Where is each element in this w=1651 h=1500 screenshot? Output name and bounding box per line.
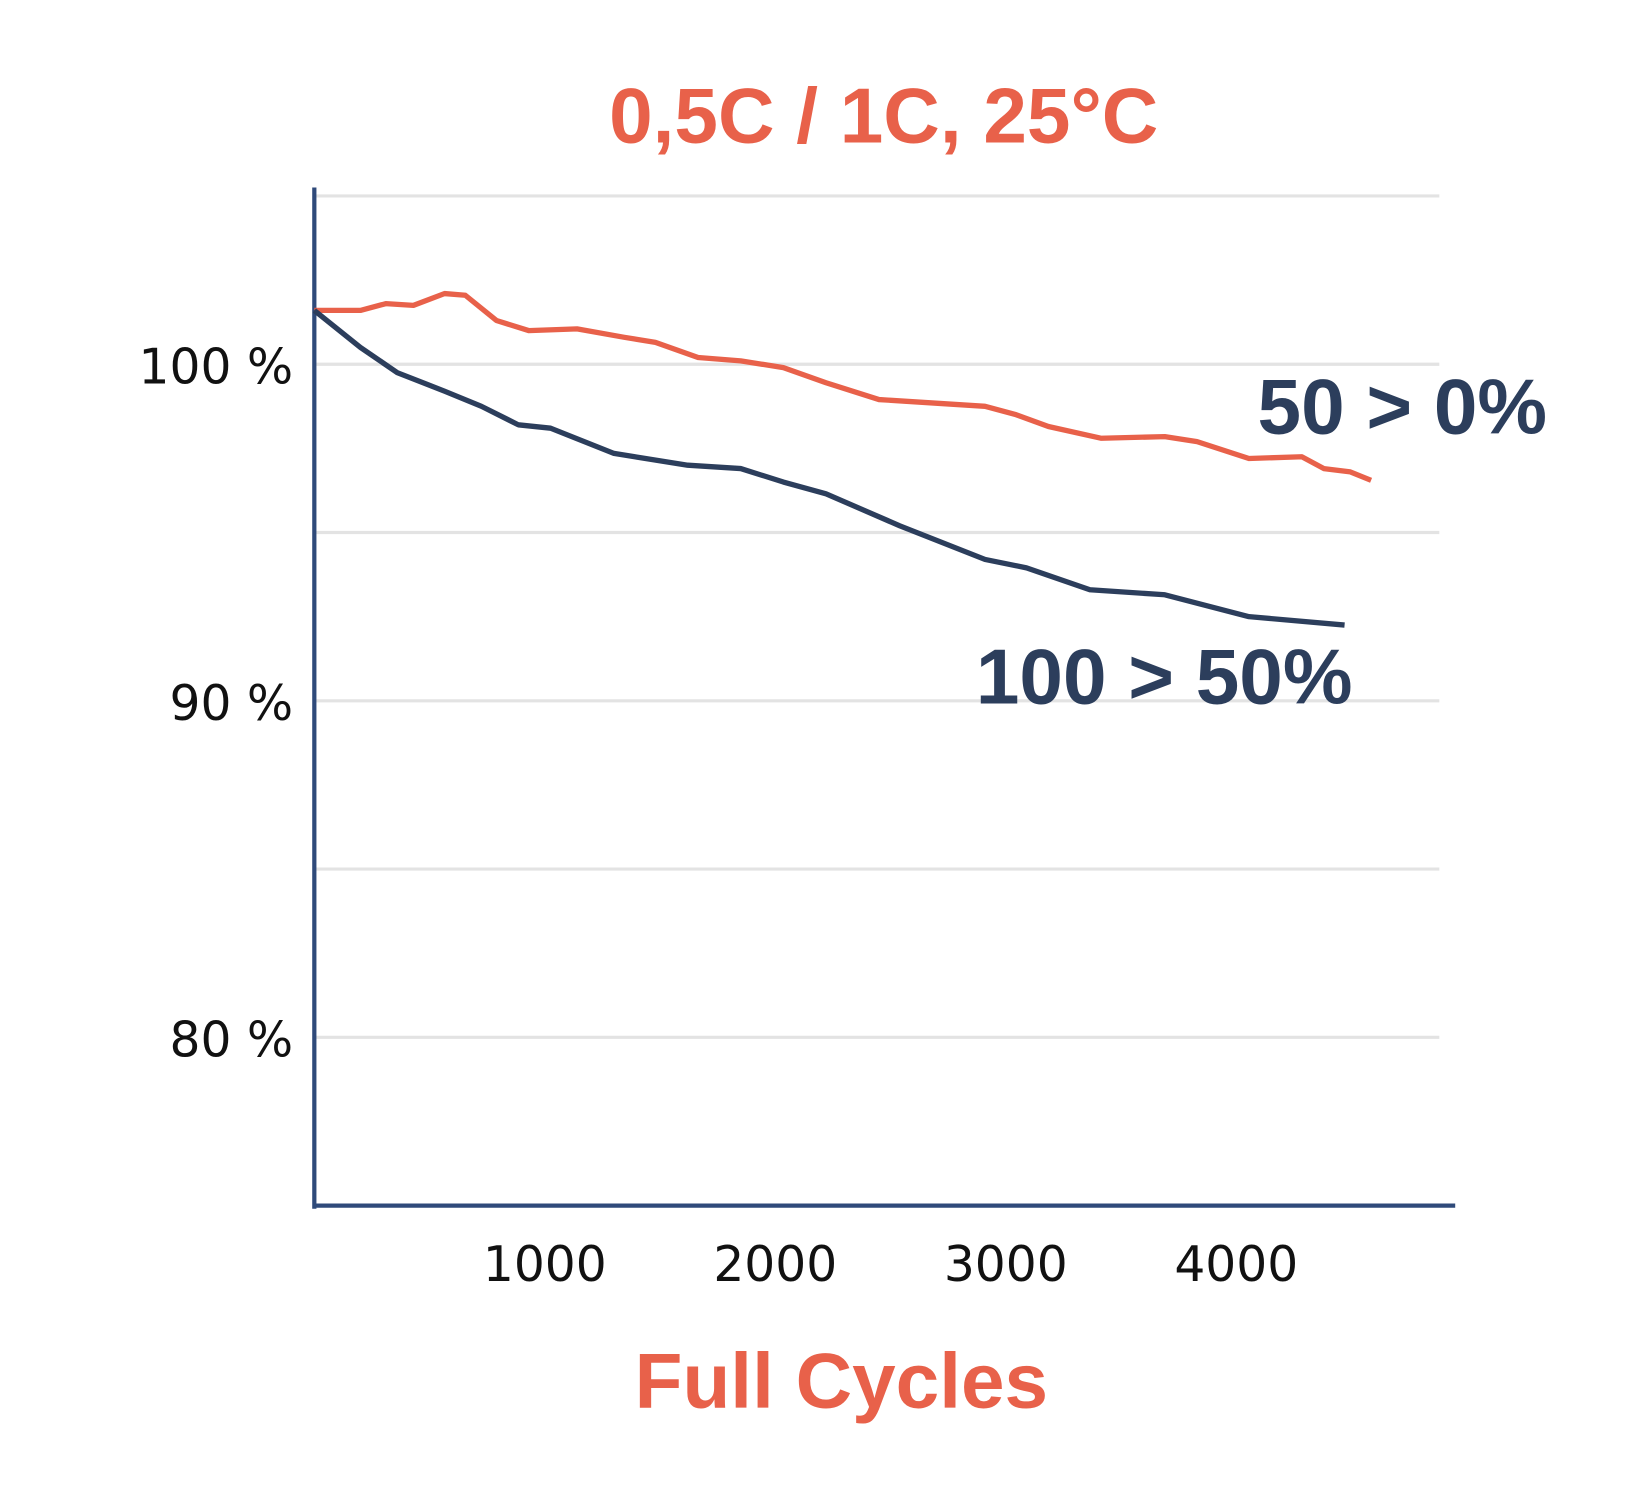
x-tick-label: 2000	[713, 1237, 837, 1293]
y-tick-label: 80 %	[170, 1013, 294, 1069]
series-line	[312, 308, 1345, 628]
y-tick-label: 100 %	[139, 340, 294, 396]
series-line	[314, 290, 1373, 483]
x-tick-label: 1000	[483, 1237, 607, 1293]
y-tick-label: 90 %	[170, 676, 294, 732]
series-label: 50 > 0%	[1258, 363, 1547, 451]
x-tick-label: 3000	[944, 1237, 1068, 1293]
x-tick-label: 4000	[1174, 1237, 1298, 1293]
series-label: 100 > 50%	[976, 632, 1353, 720]
x-axis-label: Full Cycles	[635, 1336, 1048, 1424]
chart-title: 0,5C / 1C, 25°C	[609, 72, 1158, 160]
